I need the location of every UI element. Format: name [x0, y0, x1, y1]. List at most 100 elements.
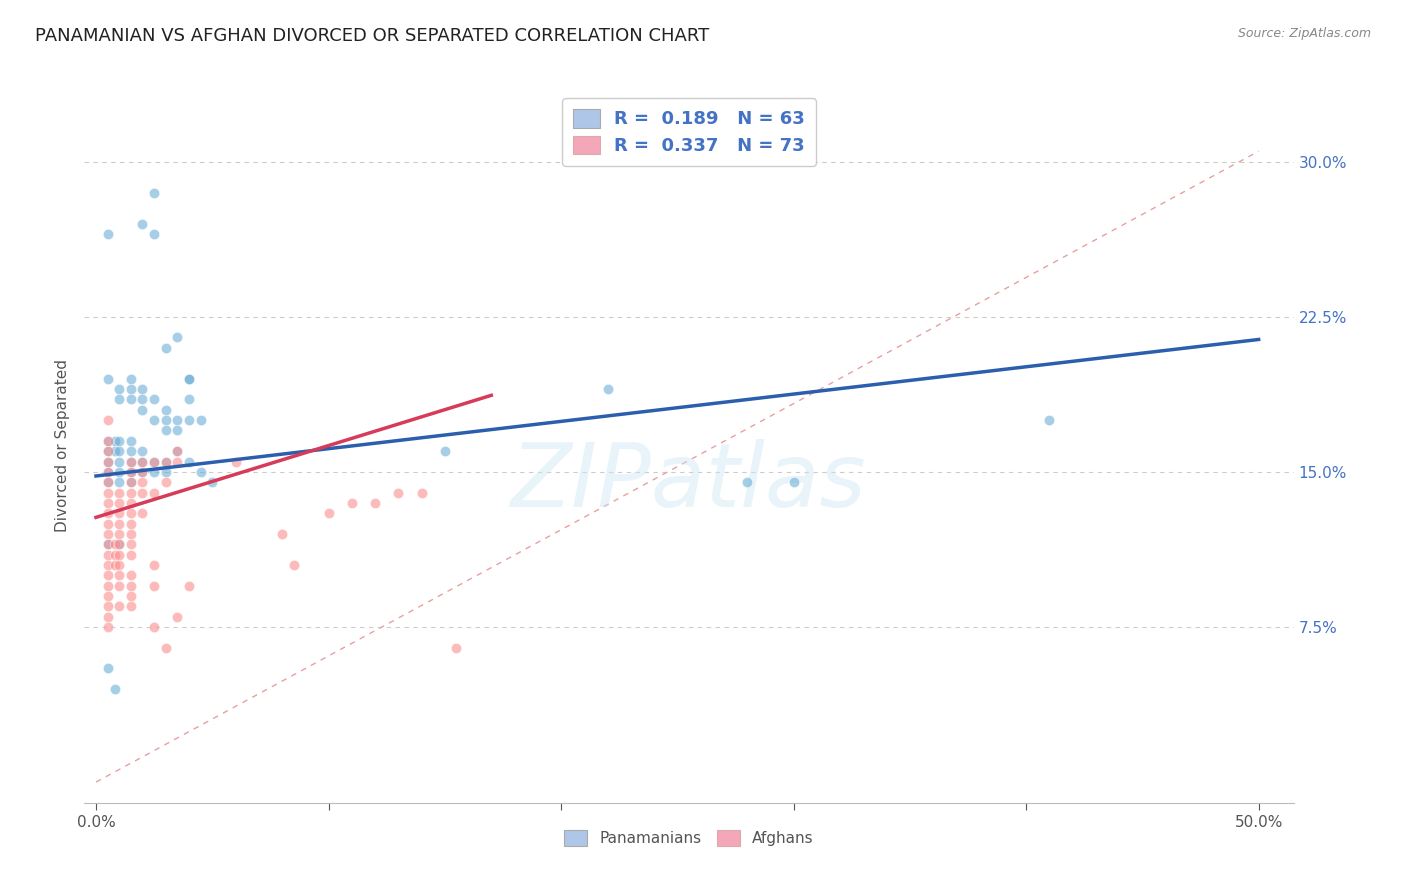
- Point: [120, 465, 142, 479]
- Point: [104, 434, 127, 448]
- Point: [131, 475, 153, 490]
- Point: [108, 434, 131, 448]
- Point: [143, 454, 166, 468]
- Point: [97, 372, 120, 386]
- Point: [97, 434, 120, 448]
- Point: [97, 475, 120, 490]
- Point: [108, 537, 131, 551]
- Point: [120, 537, 142, 551]
- Point: [97, 516, 120, 531]
- Y-axis label: Divorced or Separated: Divorced or Separated: [55, 359, 70, 533]
- Point: [131, 454, 153, 468]
- Point: [97, 537, 120, 551]
- Point: [387, 485, 409, 500]
- Point: [108, 496, 131, 510]
- Point: [97, 568, 120, 582]
- Point: [97, 527, 120, 541]
- Point: [190, 465, 212, 479]
- Point: [97, 227, 120, 241]
- Point: [177, 372, 200, 386]
- Point: [131, 485, 153, 500]
- Point: [166, 444, 188, 458]
- Point: [108, 382, 131, 396]
- Point: [433, 444, 456, 458]
- Point: [143, 454, 166, 468]
- Point: [782, 475, 804, 490]
- Point: [108, 599, 131, 614]
- Point: [155, 341, 177, 355]
- Point: [97, 444, 120, 458]
- Point: [108, 506, 131, 520]
- Point: [97, 506, 120, 520]
- Point: [97, 599, 120, 614]
- Point: [143, 558, 166, 572]
- Point: [120, 589, 142, 603]
- Point: [97, 485, 120, 500]
- Point: [155, 424, 177, 438]
- Point: [120, 454, 142, 468]
- Point: [131, 382, 153, 396]
- Point: [108, 527, 131, 541]
- Point: [108, 444, 131, 458]
- Point: [131, 217, 153, 231]
- Point: [143, 465, 166, 479]
- Point: [143, 186, 166, 200]
- Point: [108, 392, 131, 407]
- Point: [155, 413, 177, 427]
- Point: [97, 454, 120, 468]
- Point: [104, 681, 127, 696]
- Point: [155, 454, 177, 468]
- Point: [108, 465, 131, 479]
- Legend: Panamanians, Afghans: Panamanians, Afghans: [558, 824, 820, 852]
- Point: [120, 434, 142, 448]
- Point: [177, 413, 200, 427]
- Point: [143, 620, 166, 634]
- Point: [166, 413, 188, 427]
- Point: [177, 392, 200, 407]
- Point: [97, 661, 120, 675]
- Point: [177, 372, 200, 386]
- Point: [596, 382, 619, 396]
- Point: [283, 558, 305, 572]
- Point: [131, 392, 153, 407]
- Point: [120, 579, 142, 593]
- Point: [97, 444, 120, 458]
- Point: [104, 444, 127, 458]
- Point: [108, 558, 131, 572]
- Point: [411, 485, 433, 500]
- Point: [97, 589, 120, 603]
- Point: [143, 227, 166, 241]
- Point: [108, 516, 131, 531]
- Point: [318, 506, 340, 520]
- Point: [131, 444, 153, 458]
- Point: [225, 454, 247, 468]
- Point: [155, 465, 177, 479]
- Point: [166, 424, 188, 438]
- Point: [120, 485, 142, 500]
- Point: [120, 516, 142, 531]
- Point: [120, 382, 142, 396]
- Point: [143, 579, 166, 593]
- Point: [735, 475, 758, 490]
- Point: [108, 485, 131, 500]
- Point: [97, 579, 120, 593]
- Point: [120, 475, 142, 490]
- Point: [120, 599, 142, 614]
- Point: [120, 465, 142, 479]
- Point: [166, 444, 188, 458]
- Point: [120, 475, 142, 490]
- Text: ZIPatlas: ZIPatlas: [512, 439, 866, 524]
- Point: [97, 558, 120, 572]
- Point: [155, 402, 177, 417]
- Point: [104, 548, 127, 562]
- Point: [177, 454, 200, 468]
- Point: [131, 465, 153, 479]
- Point: [104, 558, 127, 572]
- Point: [271, 527, 294, 541]
- Point: [364, 496, 387, 510]
- Point: [131, 465, 153, 479]
- Point: [97, 620, 120, 634]
- Point: [108, 537, 131, 551]
- Point: [143, 485, 166, 500]
- Point: [177, 579, 200, 593]
